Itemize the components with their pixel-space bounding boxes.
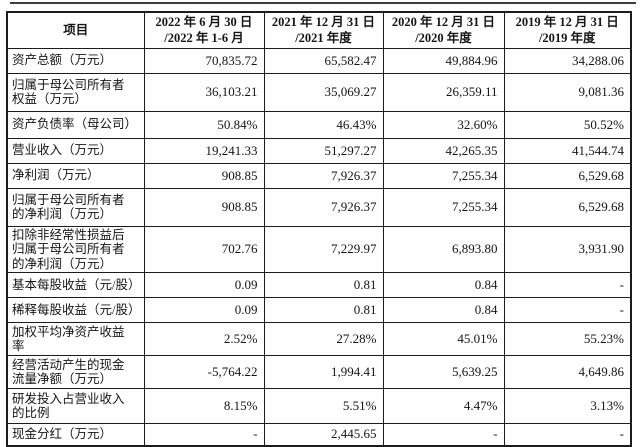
row-value: 7,926.37 <box>263 162 384 189</box>
row-value: 35,069.27 <box>263 72 384 112</box>
header-period-date: 2019 年 12 月 31 日 <box>515 15 619 30</box>
table-row: 资产负债率（母公司） 50.84% 46.43% 32.60% 50.52% <box>6 110 632 139</box>
row-value: - <box>143 423 265 446</box>
row-label: 净利润（万元） <box>6 162 145 189</box>
row-value: 7,255.34 <box>382 162 505 189</box>
row-value: 9,081.36 <box>503 72 632 112</box>
header-period-span: /2022 年 1-6 月 <box>164 31 244 46</box>
row-label: 归属于母公司所有者 权益（万元） <box>6 72 145 112</box>
header-period-1: 2021 年 12 月 31 日/2021 年度 <box>263 11 384 49</box>
row-label: 现金分红（万元） <box>6 423 145 446</box>
row-value: 4,649.86 <box>503 355 632 389</box>
row-label: 归属于母公司所有者 的净利润（万元） <box>6 187 145 227</box>
table-header-row: 项目 2022 年 6 月 30 日/2022 年 1-6 月 2021 年 12 … <box>6 11 632 49</box>
row-value: 6,529.68 <box>503 162 632 189</box>
row-value: 5,639.25 <box>382 355 505 389</box>
row-value: 2,445.65 <box>263 423 384 446</box>
row-value: 7,926.37 <box>263 187 384 227</box>
row-value: 6,893.80 <box>382 225 505 273</box>
row-value: 65,582.47 <box>263 47 384 74</box>
financial-summary-table: 项目 2022 年 6 月 30 日/2022 年 1-6 月 2021 年 12 … <box>6 11 632 447</box>
table-row: 加权平均净资产收益 率 2.52% 27.28% 45.01% 55.23% <box>6 322 632 356</box>
top-divider <box>10 2 636 4</box>
row-value: 26,359.11 <box>382 72 505 112</box>
row-value: 27.28% <box>263 322 384 356</box>
row-value: 702.76 <box>143 225 265 273</box>
row-value: - <box>503 297 632 323</box>
row-value: 0.09 <box>143 297 265 323</box>
table-row: 营业收入（万元） 19,241.33 51,297.27 42,265.35 41,54… <box>6 137 632 164</box>
row-label: 扣除非经常性损益后 归属于母公司所有者 的净利润（万元） <box>6 225 145 273</box>
table-row: 归属于母公司所有者 的净利润（万元） 908.85 7,926.37 7,255.34… <box>6 187 632 227</box>
table-row: 基本每股收益（元/股） 0.09 0.81 0.84- <box>6 272 632 298</box>
row-value: 45.01% <box>382 322 505 356</box>
row-label: 稀释每股收益（元/股） <box>6 297 145 323</box>
row-value: 908.85 <box>143 162 265 189</box>
table-row: 稀释每股收益（元/股） 0.09 0.81 0.84- <box>6 297 632 323</box>
row-value: - <box>503 272 632 298</box>
table-row: 归属于母公司所有者 权益（万元） 36,103.21 35,069.27 26,359… <box>6 72 632 112</box>
row-value: 1,994.41 <box>263 355 384 389</box>
row-value: 0.84 <box>382 297 505 323</box>
row-value: 8.15% <box>143 388 265 424</box>
row-label: 基本每股收益（元/股） <box>6 272 145 298</box>
row-value: 55.23% <box>503 322 632 356</box>
row-value: 46.43% <box>263 110 384 139</box>
row-value: 0.09 <box>143 272 265 298</box>
row-value: 3.13% <box>503 388 632 424</box>
row-value: 70,835.72 <box>143 47 265 74</box>
row-value: 41,544.74 <box>503 137 632 164</box>
row-label: 经营活动产生的现金 流量净额（万元） <box>6 355 145 389</box>
row-value: 7,229.97 <box>263 225 384 273</box>
header-period-date: 2022 年 6 月 30 日 <box>155 15 253 30</box>
row-value: -5,764.22 <box>143 355 265 389</box>
header-period-date: 2020 年 12 月 31 日 <box>391 15 496 30</box>
table-row: 净利润（万元） 908.85 7,926.37 7,255.34 6,529.68 <box>6 162 632 189</box>
row-value: 51,297.27 <box>263 137 384 164</box>
row-label: 加权平均净资产收益 率 <box>6 322 145 356</box>
row-value: 50.84% <box>143 110 265 139</box>
row-label: 营业收入（万元） <box>6 137 145 164</box>
header-period-3: 2019 年 12 月 31 日/2019 年度 <box>503 11 632 49</box>
header-item: 项目 <box>6 11 145 49</box>
row-value: 4.47% <box>382 388 505 424</box>
header-period-date: 2021 年 12 月 31 日 <box>271 15 376 30</box>
table-row: 经营活动产生的现金 流量净额（万元） -5,764.22 1,994.41 5,639… <box>6 355 632 389</box>
row-value: 19,241.33 <box>143 137 265 164</box>
row-value: 42,265.35 <box>382 137 505 164</box>
row-value: 5.51% <box>263 388 384 424</box>
header-period-span: /2020 年度 <box>415 31 472 46</box>
row-value: 50.52% <box>503 110 632 139</box>
row-value: 34,288.06 <box>503 47 632 74</box>
row-value: - <box>503 423 632 446</box>
row-value: 32.60% <box>382 110 505 139</box>
header-period-span: /2021 年度 <box>295 31 352 46</box>
header-period-2: 2020 年 12 月 31 日/2020 年度 <box>382 11 505 49</box>
row-value: 0.84 <box>382 272 505 298</box>
row-value: 2.52% <box>143 322 265 356</box>
row-value: 7,255.34 <box>382 187 505 227</box>
row-value: 0.81 <box>263 272 384 298</box>
row-label: 资产负债率（母公司） <box>6 110 145 139</box>
table-body: 项目 2022 年 6 月 30 日/2022 年 1-6 月 2021 年 12 … <box>6 11 632 446</box>
row-label: 资产总额（万元） <box>6 47 145 74</box>
row-value: 6,529.68 <box>503 187 632 227</box>
table-row: 研发投入占营业收入 的比例 8.15% 5.51% 4.47% 3.13% <box>6 388 632 424</box>
table-row: 现金分红（万元） -2,445.65- - <box>6 423 632 446</box>
table-row: 资产总额（万元） 70,835.72 65,582.47 49,884.96 34,28… <box>6 47 632 74</box>
row-value: 908.85 <box>143 187 265 227</box>
row-value: 36,103.21 <box>143 72 265 112</box>
row-value: 49,884.96 <box>382 47 505 74</box>
row-value: 3,931.90 <box>503 225 632 273</box>
row-label: 研发投入占营业收入 的比例 <box>6 388 145 424</box>
header-period-span: /2019 年度 <box>538 31 596 46</box>
row-value: - <box>382 423 505 446</box>
row-value: 0.81 <box>263 297 384 323</box>
header-period-0: 2022 年 6 月 30 日/2022 年 1-6 月 <box>143 11 265 49</box>
table-row: 扣除非经常性损益后 归属于母公司所有者 的净利润（万元） 702.76 7,229.… <box>6 225 632 273</box>
